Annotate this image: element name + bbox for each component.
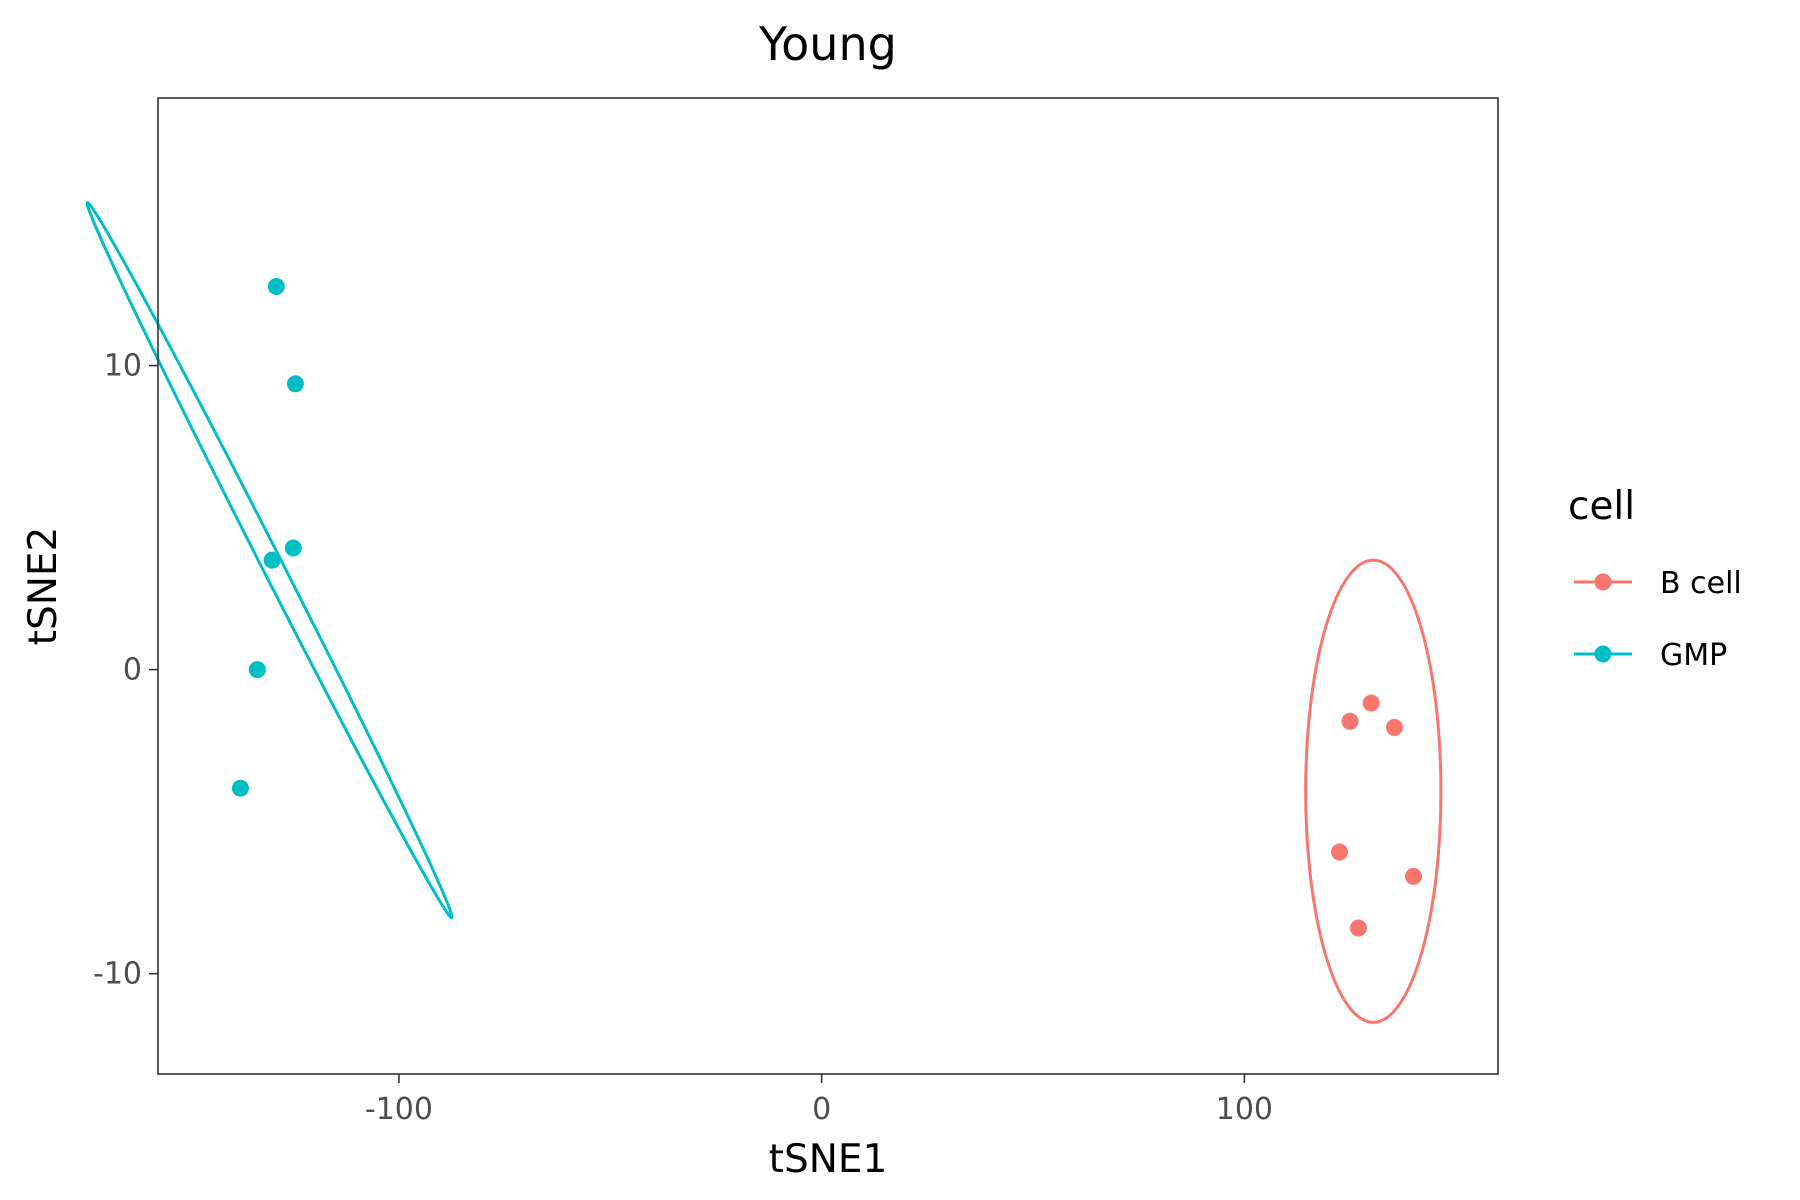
legend-items: B cell GMP — [1574, 566, 1742, 673]
data-point-b-cell — [1341, 712, 1359, 730]
legend-item: B cell — [1574, 566, 1742, 601]
confidence-ellipse-b-cell — [1304, 558, 1443, 1024]
y-axis-ticks: -10 0 10 — [93, 349, 158, 992]
ellipses-layer — [85, 201, 1443, 1024]
legend-key-point — [1594, 573, 1612, 591]
data-point-b-cell — [1350, 919, 1368, 937]
x-axis-ticks: -100 0 100 — [365, 1074, 1273, 1127]
y-tick-label: -10 — [93, 957, 142, 992]
y-tick-label: 0 — [123, 653, 142, 688]
legend-item: GMP — [1574, 638, 1727, 673]
data-point-b-cell — [1330, 843, 1348, 861]
y-axis-title: tSNE2 — [21, 527, 66, 646]
data-point-gmp — [248, 661, 266, 679]
points-layer — [231, 278, 1422, 937]
data-point-b-cell — [1362, 694, 1380, 712]
legend-title: cell — [1568, 484, 1635, 529]
data-point-gmp — [284, 539, 302, 557]
data-point-b-cell — [1385, 718, 1403, 736]
data-point-gmp — [263, 551, 281, 569]
data-point-gmp — [267, 278, 285, 296]
legend-label: B cell — [1660, 566, 1742, 601]
y-tick-label: 10 — [104, 349, 142, 384]
x-tick-label: 0 — [812, 1092, 831, 1127]
data-point-gmp — [286, 375, 304, 393]
chart-title: Young — [758, 17, 897, 71]
data-point-b-cell — [1404, 867, 1422, 885]
x-tick-label: 100 — [1216, 1092, 1273, 1127]
plot-panel-border — [157, 97, 1499, 1075]
legend-key-point — [1594, 645, 1612, 663]
legend-label: GMP — [1660, 638, 1727, 673]
x-axis-title: tSNE1 — [769, 1137, 888, 1182]
x-tick-label: -100 — [365, 1092, 433, 1127]
data-point-gmp — [231, 779, 249, 797]
legend: cell B cell GMP — [1568, 484, 1742, 673]
